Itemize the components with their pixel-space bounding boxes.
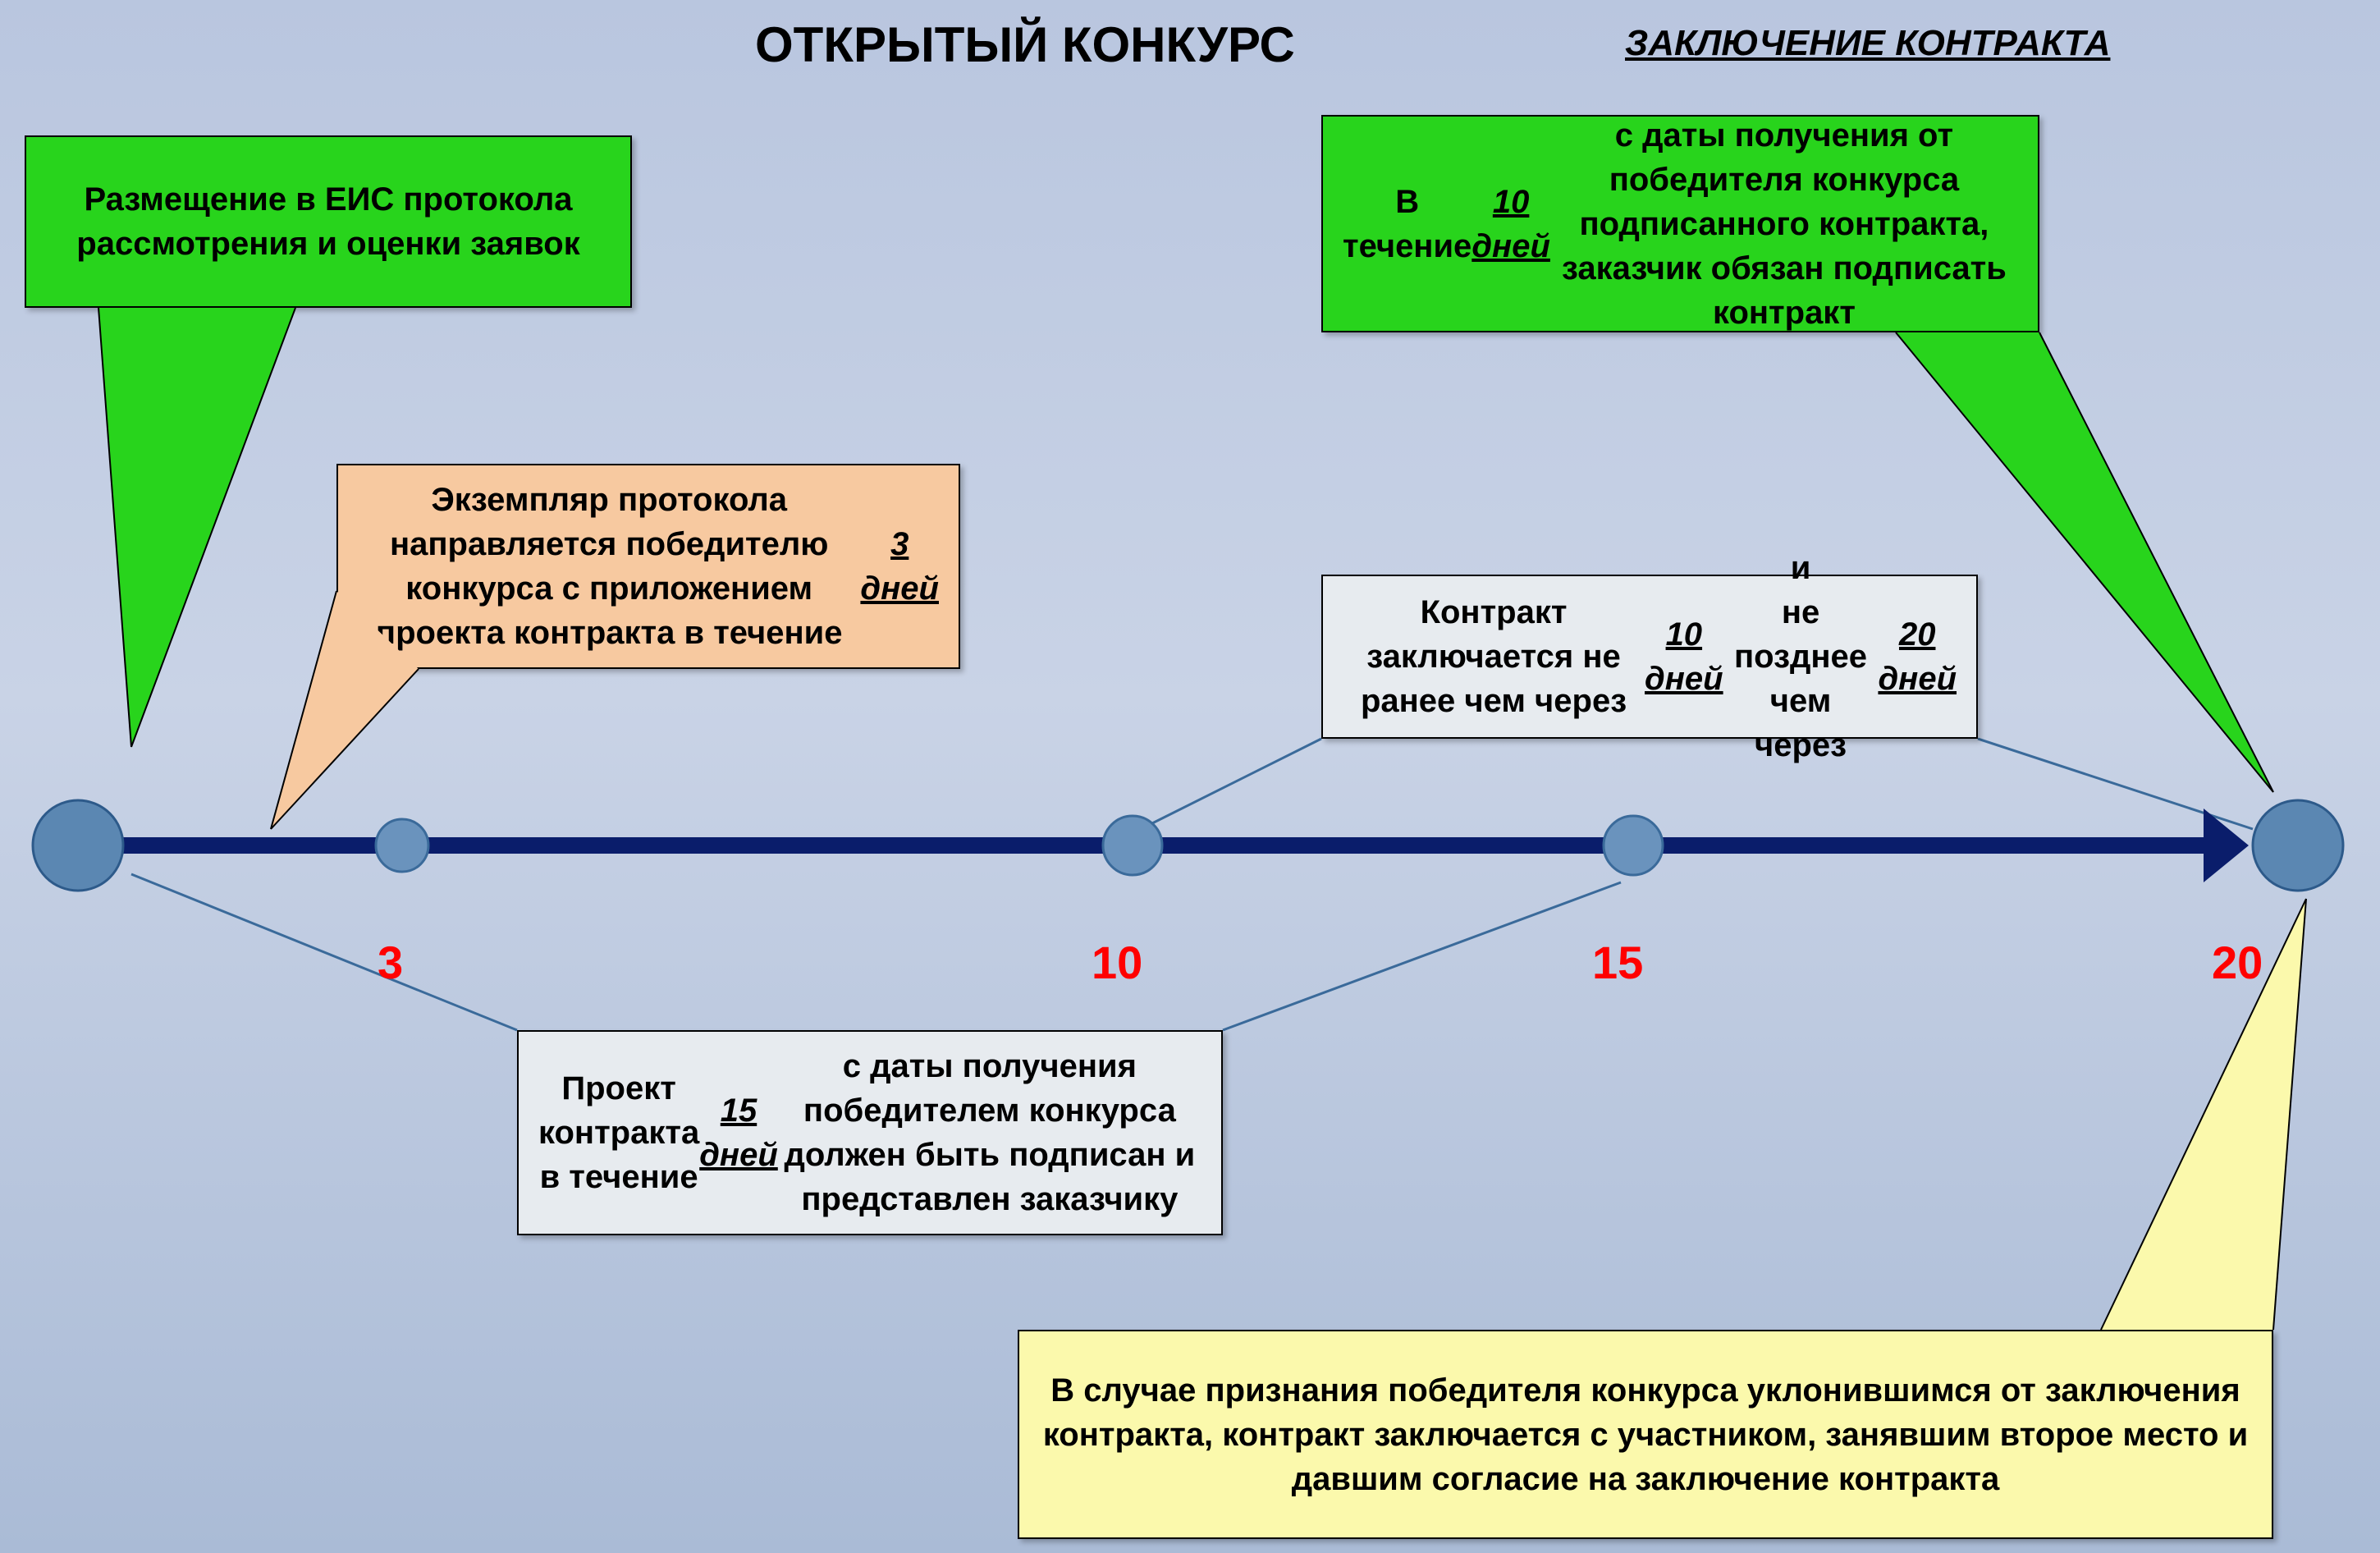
callout-grey-right: Контракт заключается не ранее чем через … — [1321, 575, 1978, 739]
page-title: ОТКРЫТЫЙ КОНКУРС — [755, 16, 1295, 73]
timeline-marker-label: 3 — [378, 936, 403, 989]
callout-grey-bottom: Проект контракта в течение 15 дней с дат… — [517, 1030, 1223, 1235]
callout-yellow: В случае признания победителя конкурса у… — [1018, 1330, 2273, 1539]
timeline-marker-label: 20 — [2212, 936, 2263, 989]
callout-green-right: В течение 10 дней с даты получения от по… — [1321, 115, 2039, 332]
timeline-marker-label: 15 — [1592, 936, 1643, 989]
callout-peach: Экземпляр протокола направляется победит… — [336, 464, 960, 669]
callout-green-left: Размещение в ЕИС протокола рассмотрения … — [25, 135, 632, 308]
page-subtitle: ЗАКЛЮЧЕНИЕ КОНТРАКТА — [1625, 23, 2110, 64]
timeline-marker-label: 10 — [1092, 936, 1142, 989]
